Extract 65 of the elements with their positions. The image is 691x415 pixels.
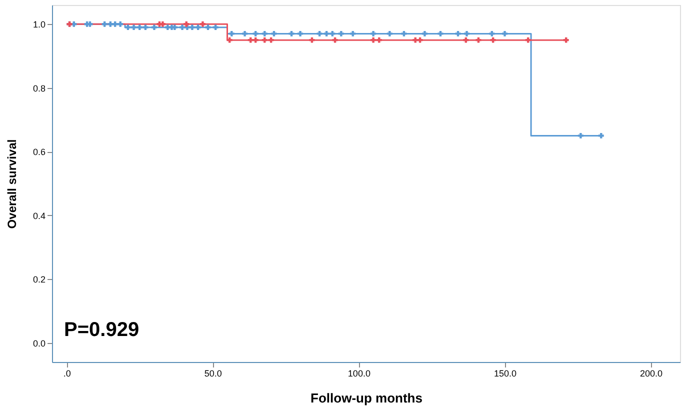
point — [370, 37, 376, 43]
y-tick-label: 0.2 — [32, 274, 46, 285]
point — [350, 30, 356, 36]
point — [180, 24, 186, 30]
x-tick-label: .0 — [63, 368, 71, 378]
point — [268, 37, 274, 43]
point — [205, 24, 211, 30]
point — [242, 30, 248, 36]
point — [417, 37, 423, 43]
point — [288, 30, 294, 36]
point — [332, 37, 338, 43]
y-tick-label: 0.4 — [32, 210, 46, 221]
point — [502, 30, 508, 36]
point — [131, 24, 137, 30]
point — [463, 37, 469, 43]
point — [324, 30, 330, 36]
point — [212, 24, 218, 30]
point — [136, 24, 142, 30]
point — [563, 37, 569, 43]
point — [490, 37, 496, 43]
point — [298, 30, 304, 36]
point — [525, 37, 531, 43]
x-tick-label: 50.0 — [204, 368, 222, 378]
point — [102, 21, 108, 27]
point — [151, 24, 157, 30]
point — [338, 30, 344, 36]
point — [476, 37, 482, 43]
point — [309, 37, 315, 43]
point — [578, 132, 584, 138]
annotation: P=0.929 — [64, 319, 140, 341]
point — [184, 21, 190, 27]
x-axis-title: Follow-up months — [310, 390, 422, 406]
y-axis-title: Overall survival — [4, 139, 19, 229]
point — [142, 24, 148, 30]
point — [438, 30, 444, 36]
x-tick-label: 100.0 — [348, 368, 370, 378]
point — [271, 30, 277, 36]
point — [125, 24, 131, 30]
point — [489, 30, 495, 36]
point — [118, 21, 124, 27]
point — [386, 30, 392, 36]
point — [252, 37, 258, 43]
point — [262, 37, 268, 43]
point — [200, 21, 206, 27]
point — [370, 30, 376, 36]
x-tick-label: 200.0 — [640, 368, 663, 378]
point — [598, 132, 604, 138]
point — [189, 24, 195, 30]
x-tick-label: 150.0 — [494, 368, 517, 378]
point — [226, 37, 232, 43]
point — [464, 30, 470, 36]
point — [252, 30, 258, 36]
y-tick-label: 0.8 — [32, 83, 46, 94]
point — [316, 30, 322, 36]
point — [262, 30, 268, 36]
point — [422, 30, 428, 36]
point — [330, 30, 336, 36]
point — [401, 30, 407, 36]
y-tick-label: 0.6 — [32, 147, 46, 158]
y-tick-label: 0.0 — [32, 338, 46, 348]
y-tick-label: 1.0 — [32, 20, 46, 30]
point — [228, 30, 234, 36]
point — [195, 24, 201, 30]
point — [455, 30, 461, 36]
point — [376, 37, 382, 43]
